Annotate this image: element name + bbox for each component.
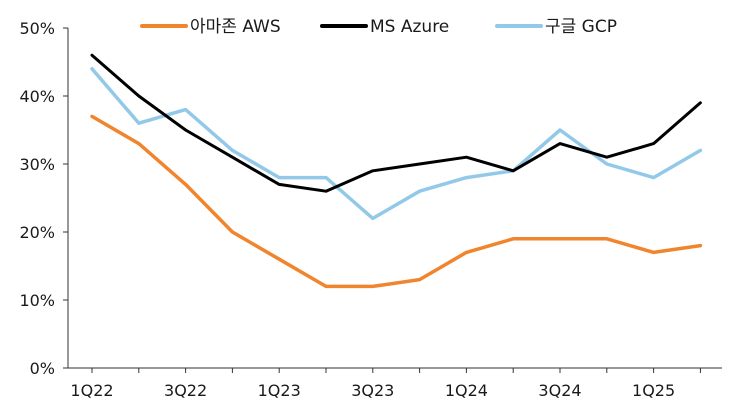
axes [67,28,722,369]
series-line-2 [90,67,703,221]
x-axis-ticks: 1Q22 3Q22 1Q23 3Q23 1Q24 3Q24 1Q25 [70,368,701,400]
legend-label-1: MS Azure [370,17,449,37]
y-tick-label: 20% [19,223,55,242]
x-tick-label: 1Q25 [632,381,675,400]
y-tick-label: 50% [19,19,55,38]
x-tick-label: 1Q23 [258,381,301,400]
x-tick-label: 3Q23 [351,381,394,400]
x-tick-label: 1Q22 [70,381,113,400]
y-tick-label: 10% [19,291,55,310]
series-line-1 [90,53,702,193]
y-axis-ticks: 0% 10% 20% 30% 40% 50% [19,19,68,378]
legend: 아마존 AWS MS Azure 구글 GCP [140,17,617,37]
series-line-0 [90,114,703,289]
y-tick-label: 40% [19,87,55,106]
series-layer [90,53,703,289]
x-tick-label: 3Q24 [538,381,581,400]
legend-label-0: 아마존 AWS [190,17,281,37]
legend-label-2: 구글 GCP [545,17,617,37]
y-tick-label: 0% [30,359,55,378]
y-tick-label: 30% [19,155,55,174]
x-tick-label: 1Q24 [445,381,488,400]
x-tick-label: 3Q22 [164,381,207,400]
